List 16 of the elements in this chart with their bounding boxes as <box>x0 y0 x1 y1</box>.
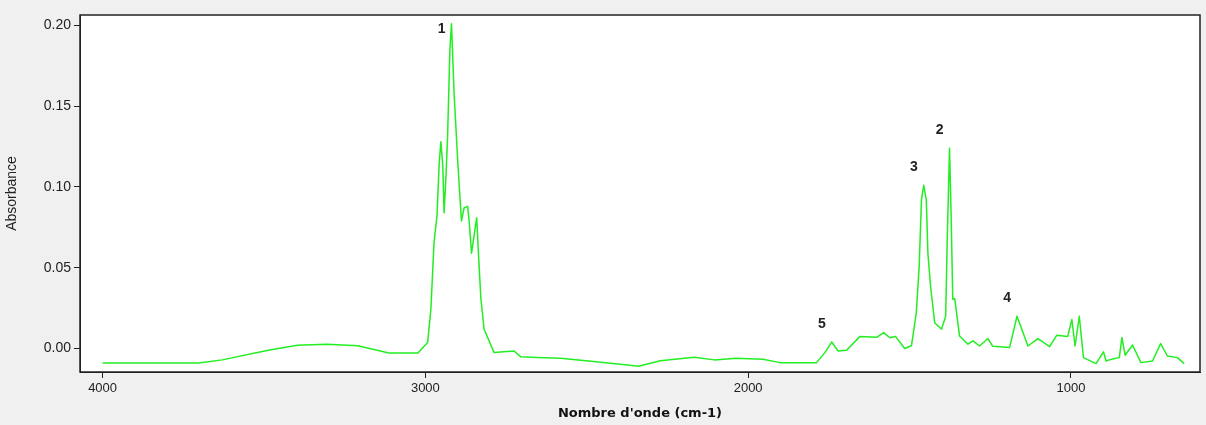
x-axis-title: Nombre d'onde (cm-1) <box>557 404 723 420</box>
x-tick-label: 4000 <box>88 380 118 396</box>
y-tick-label: 0.05 <box>43 258 72 275</box>
annotation: 1 <box>437 19 446 36</box>
annotation: 2 <box>935 121 944 138</box>
annotation: 4 <box>1003 289 1012 306</box>
x-tick-label: 3000 <box>410 380 440 396</box>
x-tick-label: 1000 <box>1056 380 1086 396</box>
x-tick-label: 2000 <box>733 380 763 396</box>
y-axis-title: Absorbance <box>3 155 20 231</box>
annotation: 3 <box>909 158 918 175</box>
y-tick-label: 0.15 <box>43 97 72 114</box>
y-tick-label: 0.00 <box>43 339 72 356</box>
y-tick-label: 0.20 <box>43 16 72 33</box>
annotation: 5 <box>817 314 826 331</box>
y-tick-label: 0.10 <box>43 177 72 194</box>
